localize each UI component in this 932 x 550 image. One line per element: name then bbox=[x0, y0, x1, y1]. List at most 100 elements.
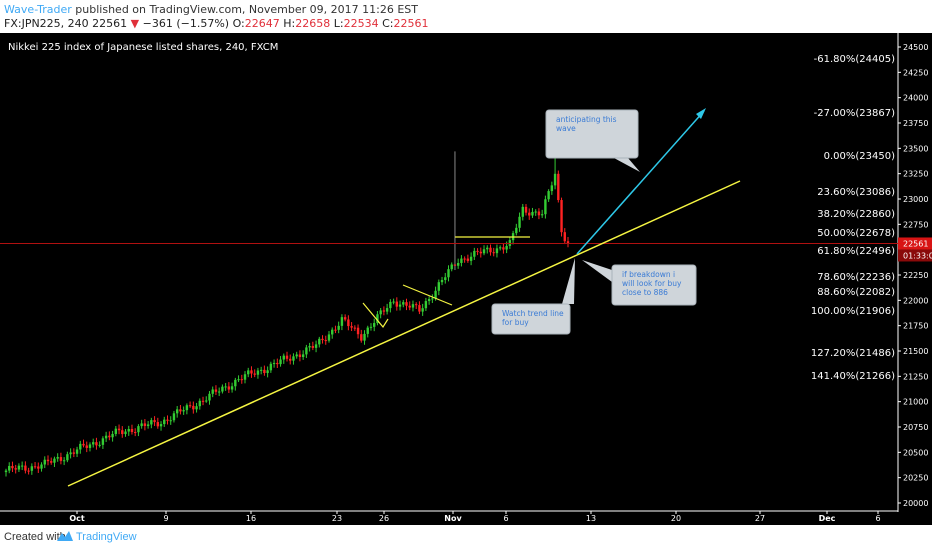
last-price: 22561 bbox=[92, 17, 128, 30]
candle-body bbox=[540, 214, 544, 216]
candle-body bbox=[66, 454, 69, 461]
candle-body bbox=[534, 211, 537, 213]
candle-body bbox=[550, 185, 554, 192]
candle-body bbox=[69, 452, 72, 455]
candle-body bbox=[279, 359, 282, 365]
callout-text: for buy bbox=[502, 318, 529, 327]
candle-body bbox=[234, 379, 237, 387]
candle-body bbox=[379, 310, 382, 315]
candle-body bbox=[240, 379, 243, 381]
fib-label: 88.60%(22082) bbox=[817, 287, 895, 298]
candle-body bbox=[395, 301, 399, 307]
candle-body bbox=[557, 173, 560, 201]
price-tick-label: 20250 bbox=[903, 474, 928, 483]
time-axis[interactable]: Oct 9 16 23 26 Nov 6 13 20 27 Dec 6 bbox=[0, 510, 898, 523]
price-chart[interactable]: 20000 20250 20500 20750 21000 21250 21500 21750… bbox=[0, 33, 932, 525]
callout-tail bbox=[614, 158, 640, 172]
candle-body bbox=[33, 466, 37, 468]
candle-body bbox=[75, 449, 79, 454]
candle-body bbox=[321, 338, 324, 341]
candle-body bbox=[382, 310, 386, 312]
candle-body bbox=[11, 465, 14, 469]
fib-label: 23.60%(23086) bbox=[817, 187, 895, 198]
trendline bbox=[67, 180, 741, 487]
candle-body bbox=[547, 191, 550, 200]
candle-body bbox=[327, 334, 331, 341]
price-tick-label: 20750 bbox=[903, 423, 928, 432]
price-axis[interactable]: 20000 20250 20500 20750 21000 21250 21500 21750… bbox=[897, 33, 928, 512]
time-tick-label: 20 bbox=[671, 514, 681, 523]
candle-body bbox=[389, 301, 392, 309]
low-value: 22534 bbox=[343, 17, 379, 30]
candle-body bbox=[318, 338, 321, 345]
time-tick-label: 9 bbox=[163, 514, 168, 523]
candle-body bbox=[524, 206, 528, 213]
candle-body bbox=[4, 470, 8, 473]
candle-body bbox=[37, 466, 40, 469]
candle-body bbox=[230, 386, 234, 390]
candle-body bbox=[385, 308, 389, 312]
candle-body bbox=[373, 323, 376, 327]
candle-body bbox=[476, 250, 479, 252]
candle-body bbox=[331, 329, 334, 335]
author-link[interactable]: Wave-Trader bbox=[4, 3, 72, 16]
candle-body bbox=[263, 369, 266, 374]
candle-body bbox=[192, 405, 195, 410]
time-tick-label: Oct bbox=[69, 514, 85, 523]
candle-body bbox=[117, 428, 121, 431]
candle-body bbox=[553, 173, 557, 186]
candle-body bbox=[398, 304, 402, 307]
candle-body bbox=[515, 227, 518, 234]
candle-body bbox=[20, 465, 24, 467]
chart-header: Wave-Trader published on TradingView.com… bbox=[0, 0, 932, 33]
candle-body bbox=[214, 389, 218, 392]
candle-body bbox=[40, 464, 43, 469]
published-text: published on TradingView.com, November 0… bbox=[71, 3, 418, 16]
candle-body bbox=[24, 465, 27, 471]
fib-levels: -61.80%(24405) -27.00%(23867) 0.00%(23450)… bbox=[811, 54, 895, 382]
candle-body bbox=[247, 370, 250, 375]
candle-body bbox=[363, 333, 366, 341]
tradingview-brand[interactable]: TradingView bbox=[76, 531, 137, 543]
candle-body bbox=[411, 304, 415, 308]
fib-label: 61.80%(22496) bbox=[817, 246, 895, 257]
candle-body bbox=[366, 327, 369, 334]
candle-body bbox=[440, 279, 444, 283]
candle-body bbox=[14, 468, 17, 470]
candle-body bbox=[285, 355, 289, 359]
candle-body bbox=[269, 363, 273, 371]
candle-body bbox=[198, 400, 201, 407]
callout-tail bbox=[562, 258, 575, 304]
candle-body bbox=[266, 370, 269, 374]
candle-body bbox=[456, 262, 460, 266]
candle-body bbox=[98, 444, 101, 446]
countdown-label: 01:33:0 bbox=[903, 251, 932, 260]
chart-area[interactable]: 20000 20250 20500 20750 21000 21250 21500 21750… bbox=[0, 33, 932, 525]
candle-body bbox=[376, 314, 379, 324]
candle-body bbox=[482, 249, 486, 254]
last-price-tag bbox=[898, 237, 932, 250]
candle-body bbox=[473, 250, 476, 257]
candle-body bbox=[402, 302, 405, 305]
price-tick-label: 20000 bbox=[903, 499, 928, 508]
candle-body bbox=[56, 457, 59, 459]
candle-body bbox=[418, 305, 421, 312]
candle-body bbox=[282, 355, 285, 360]
candle-body bbox=[518, 216, 521, 228]
callout-box bbox=[491, 303, 571, 335]
candle-body bbox=[450, 264, 453, 270]
candle-body bbox=[531, 211, 534, 216]
candle-body bbox=[166, 419, 169, 421]
price-tick-label: 23250 bbox=[903, 170, 928, 179]
fib-label: 141.40%(21266) bbox=[811, 371, 895, 382]
price-change: −361 (−1.57%) bbox=[142, 17, 230, 30]
candle-body bbox=[560, 200, 563, 233]
candle-body bbox=[92, 442, 95, 445]
price-tick-label: 23500 bbox=[903, 144, 928, 153]
candle-body bbox=[108, 435, 111, 438]
fib-label: 0.00%(23450) bbox=[824, 151, 895, 162]
open-label: O: bbox=[232, 17, 245, 30]
ohlc-line: FX:JPN225, 240 22561 ▼ −361 (−1.57%) O:2… bbox=[4, 17, 428, 30]
close-value: 22561 bbox=[393, 17, 429, 30]
chart-footer: Created with TradingView bbox=[0, 525, 932, 550]
